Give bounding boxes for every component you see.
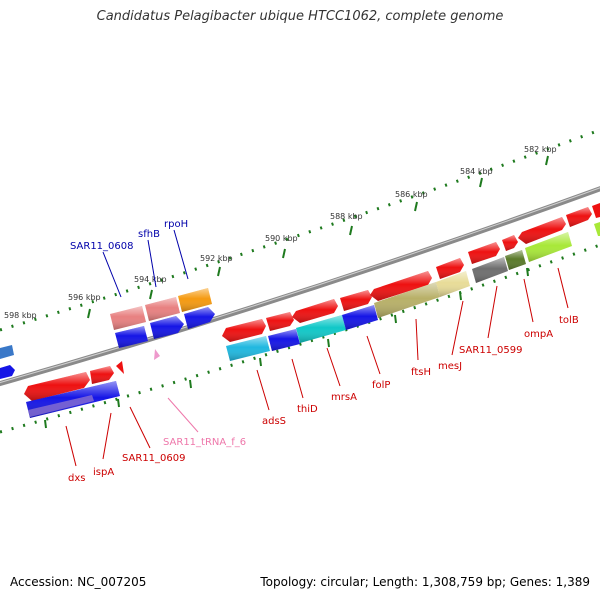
kbp-label: 598 kbp (4, 311, 37, 320)
kbp-label: 582 kbp (524, 145, 557, 154)
gene-arrow[interactable] (226, 336, 270, 361)
gene-arrow[interactable] (268, 329, 300, 351)
trna-marker[interactable] (154, 349, 160, 360)
gene-label[interactable]: ompA (524, 329, 553, 340)
gene-label[interactable]: SAR11_0599 (459, 345, 523, 356)
gene-arrow[interactable] (90, 366, 114, 384)
gene-label[interactable]: ispA (93, 467, 114, 478)
gene-label[interactable]: thiD (297, 404, 318, 415)
kbp-label: 586 kbp (395, 190, 428, 199)
gene-arrow[interactable] (436, 258, 464, 279)
gene-arrow[interactable] (340, 290, 372, 311)
kbp-label: 596 kbp (68, 293, 101, 302)
gene-label[interactable]: tolB (559, 315, 579, 326)
gene-arrow[interactable] (222, 319, 266, 342)
outer-tick-track (0, 128, 600, 332)
accession-text: Accession: NC_007205 (10, 575, 147, 589)
gene-label[interactable]: SAR11_0609 (122, 453, 186, 464)
gene-arrow[interactable] (116, 361, 124, 374)
kbp-label: 592 kbp (200, 254, 233, 263)
label-callouts-lower (65, 267, 569, 467)
inner-tick-track (0, 243, 600, 434)
kbp-label: 594 kbp (134, 275, 167, 284)
gene-label[interactable]: folP (372, 380, 390, 391)
genome-backbone (0, 186, 600, 387)
gene-arrow[interactable] (525, 232, 572, 262)
gene-arrow[interactable] (518, 217, 566, 244)
gene-label[interactable]: dxs (68, 473, 85, 484)
gene-arrow[interactable] (594, 222, 600, 236)
gene-label[interactable]: rpoH (164, 219, 188, 230)
label-callouts-upper (102, 229, 189, 298)
gene-label[interactable]: mrsA (331, 392, 357, 403)
trna-callout (167, 397, 199, 433)
gene-arrow[interactable] (110, 306, 146, 330)
gene-label[interactable]: ftsH (411, 367, 431, 378)
gene-arrow[interactable] (178, 288, 212, 312)
gene-arrow[interactable] (468, 242, 500, 264)
gene-label[interactable]: adsS (262, 416, 286, 427)
gene-arrow[interactable] (472, 257, 508, 283)
gene-arrow[interactable] (0, 345, 14, 359)
gene-arrow[interactable] (342, 305, 378, 330)
gene-arrow[interactable] (436, 271, 470, 297)
gene-arrow[interactable] (370, 271, 432, 301)
gene-arrow[interactable] (505, 250, 526, 270)
kbp-label: 588 kbp (330, 212, 363, 221)
gene-arrow[interactable] (184, 307, 215, 329)
gene-label[interactable]: mesJ (438, 361, 462, 372)
gene-arrow[interactable] (0, 365, 15, 379)
gene-arrow[interactable] (374, 282, 440, 318)
gene-arrow[interactable] (592, 203, 600, 218)
gene-arrow[interactable] (24, 372, 90, 401)
kbp-label: 590 kbp (265, 234, 298, 243)
gene-arrow[interactable] (296, 315, 346, 343)
gene-label[interactable]: SAR11_tRNA_f_6 (163, 437, 246, 448)
gene-label[interactable]: SAR11_0608 (70, 241, 134, 252)
gene-arrow[interactable] (145, 297, 180, 321)
map-title: Candidatus Pelagibacter ubique HTCC1062,… (96, 9, 504, 24)
gene-arrow[interactable] (566, 207, 592, 227)
genome-stats-text: Topology: circular; Length: 1,308,759 bp… (260, 575, 590, 589)
gene-arrow[interactable] (115, 326, 148, 348)
kbp-label: 584 kbp (460, 167, 493, 176)
gene-arrow[interactable] (266, 312, 294, 331)
gene-arrow[interactable] (150, 316, 184, 339)
gene-arrow[interactable] (502, 235, 518, 251)
gene-label[interactable]: sfhB (138, 229, 160, 240)
gene-arrow[interactable] (292, 299, 338, 323)
